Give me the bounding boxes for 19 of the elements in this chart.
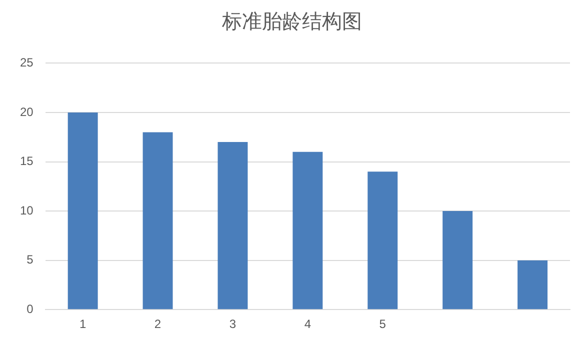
x-tick-label: 2 (154, 317, 162, 332)
x-tick-label: 3 (229, 317, 236, 332)
bar (68, 112, 98, 310)
y-tick-label: 10 (20, 203, 34, 218)
bar (292, 152, 323, 310)
y-tick-label: 15 (20, 154, 34, 168)
x-tick-label: 1 (79, 317, 86, 332)
y-tick-label: 20 (20, 104, 34, 119)
bar (442, 211, 473, 310)
bar (218, 142, 248, 310)
x-tick-label: 4 (304, 317, 312, 332)
bar (142, 132, 173, 310)
chart-title: 标准胎龄结构图 (221, 8, 363, 35)
y-tick-label: 25 (20, 56, 34, 70)
bar (368, 172, 398, 310)
bar (518, 260, 548, 310)
y-tick-label: 5 (26, 252, 34, 267)
x-tick-label: 5 (379, 317, 386, 332)
y-tick-label: 0 (26, 302, 34, 316)
